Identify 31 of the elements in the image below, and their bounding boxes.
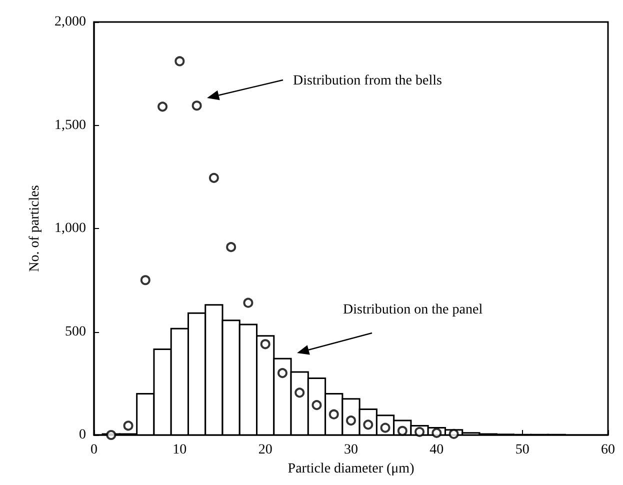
point [294,388,305,398]
x-tick-label: 0 [90,442,98,458]
annotation: Distribution from the bells [293,74,442,88]
y-tick-label: 2,000 [54,14,86,30]
point [260,339,270,350]
x-tick-label: 20 [258,442,272,458]
y-tick-label: 1,500 [54,118,86,133]
point [123,420,134,431]
point [158,102,168,112]
x-tick-label: 60 [601,442,615,458]
point [432,428,442,438]
annotation: Distribution on the panel [343,302,483,318]
point [277,368,288,378]
point [174,56,185,66]
y-tick-label: 500 [65,324,86,340]
point [140,275,150,286]
y-axis-title: No. of particles [28,185,42,272]
point [312,400,322,410]
y-tick-label: 1,000 [54,221,86,236]
x-tick-label: 10 [172,442,187,458]
point [192,100,202,111]
point [243,298,254,308]
point [226,242,236,252]
x-tick-label: 40 [430,442,444,458]
point [106,430,116,440]
point [208,172,219,183]
y-tick-label: 0 [79,428,86,442]
x-tick-label: 50 [515,442,530,458]
x-axis-title: Particle diameter (μm) [288,461,415,476]
point [414,426,425,437]
x-tick-label: 30 [344,442,358,458]
